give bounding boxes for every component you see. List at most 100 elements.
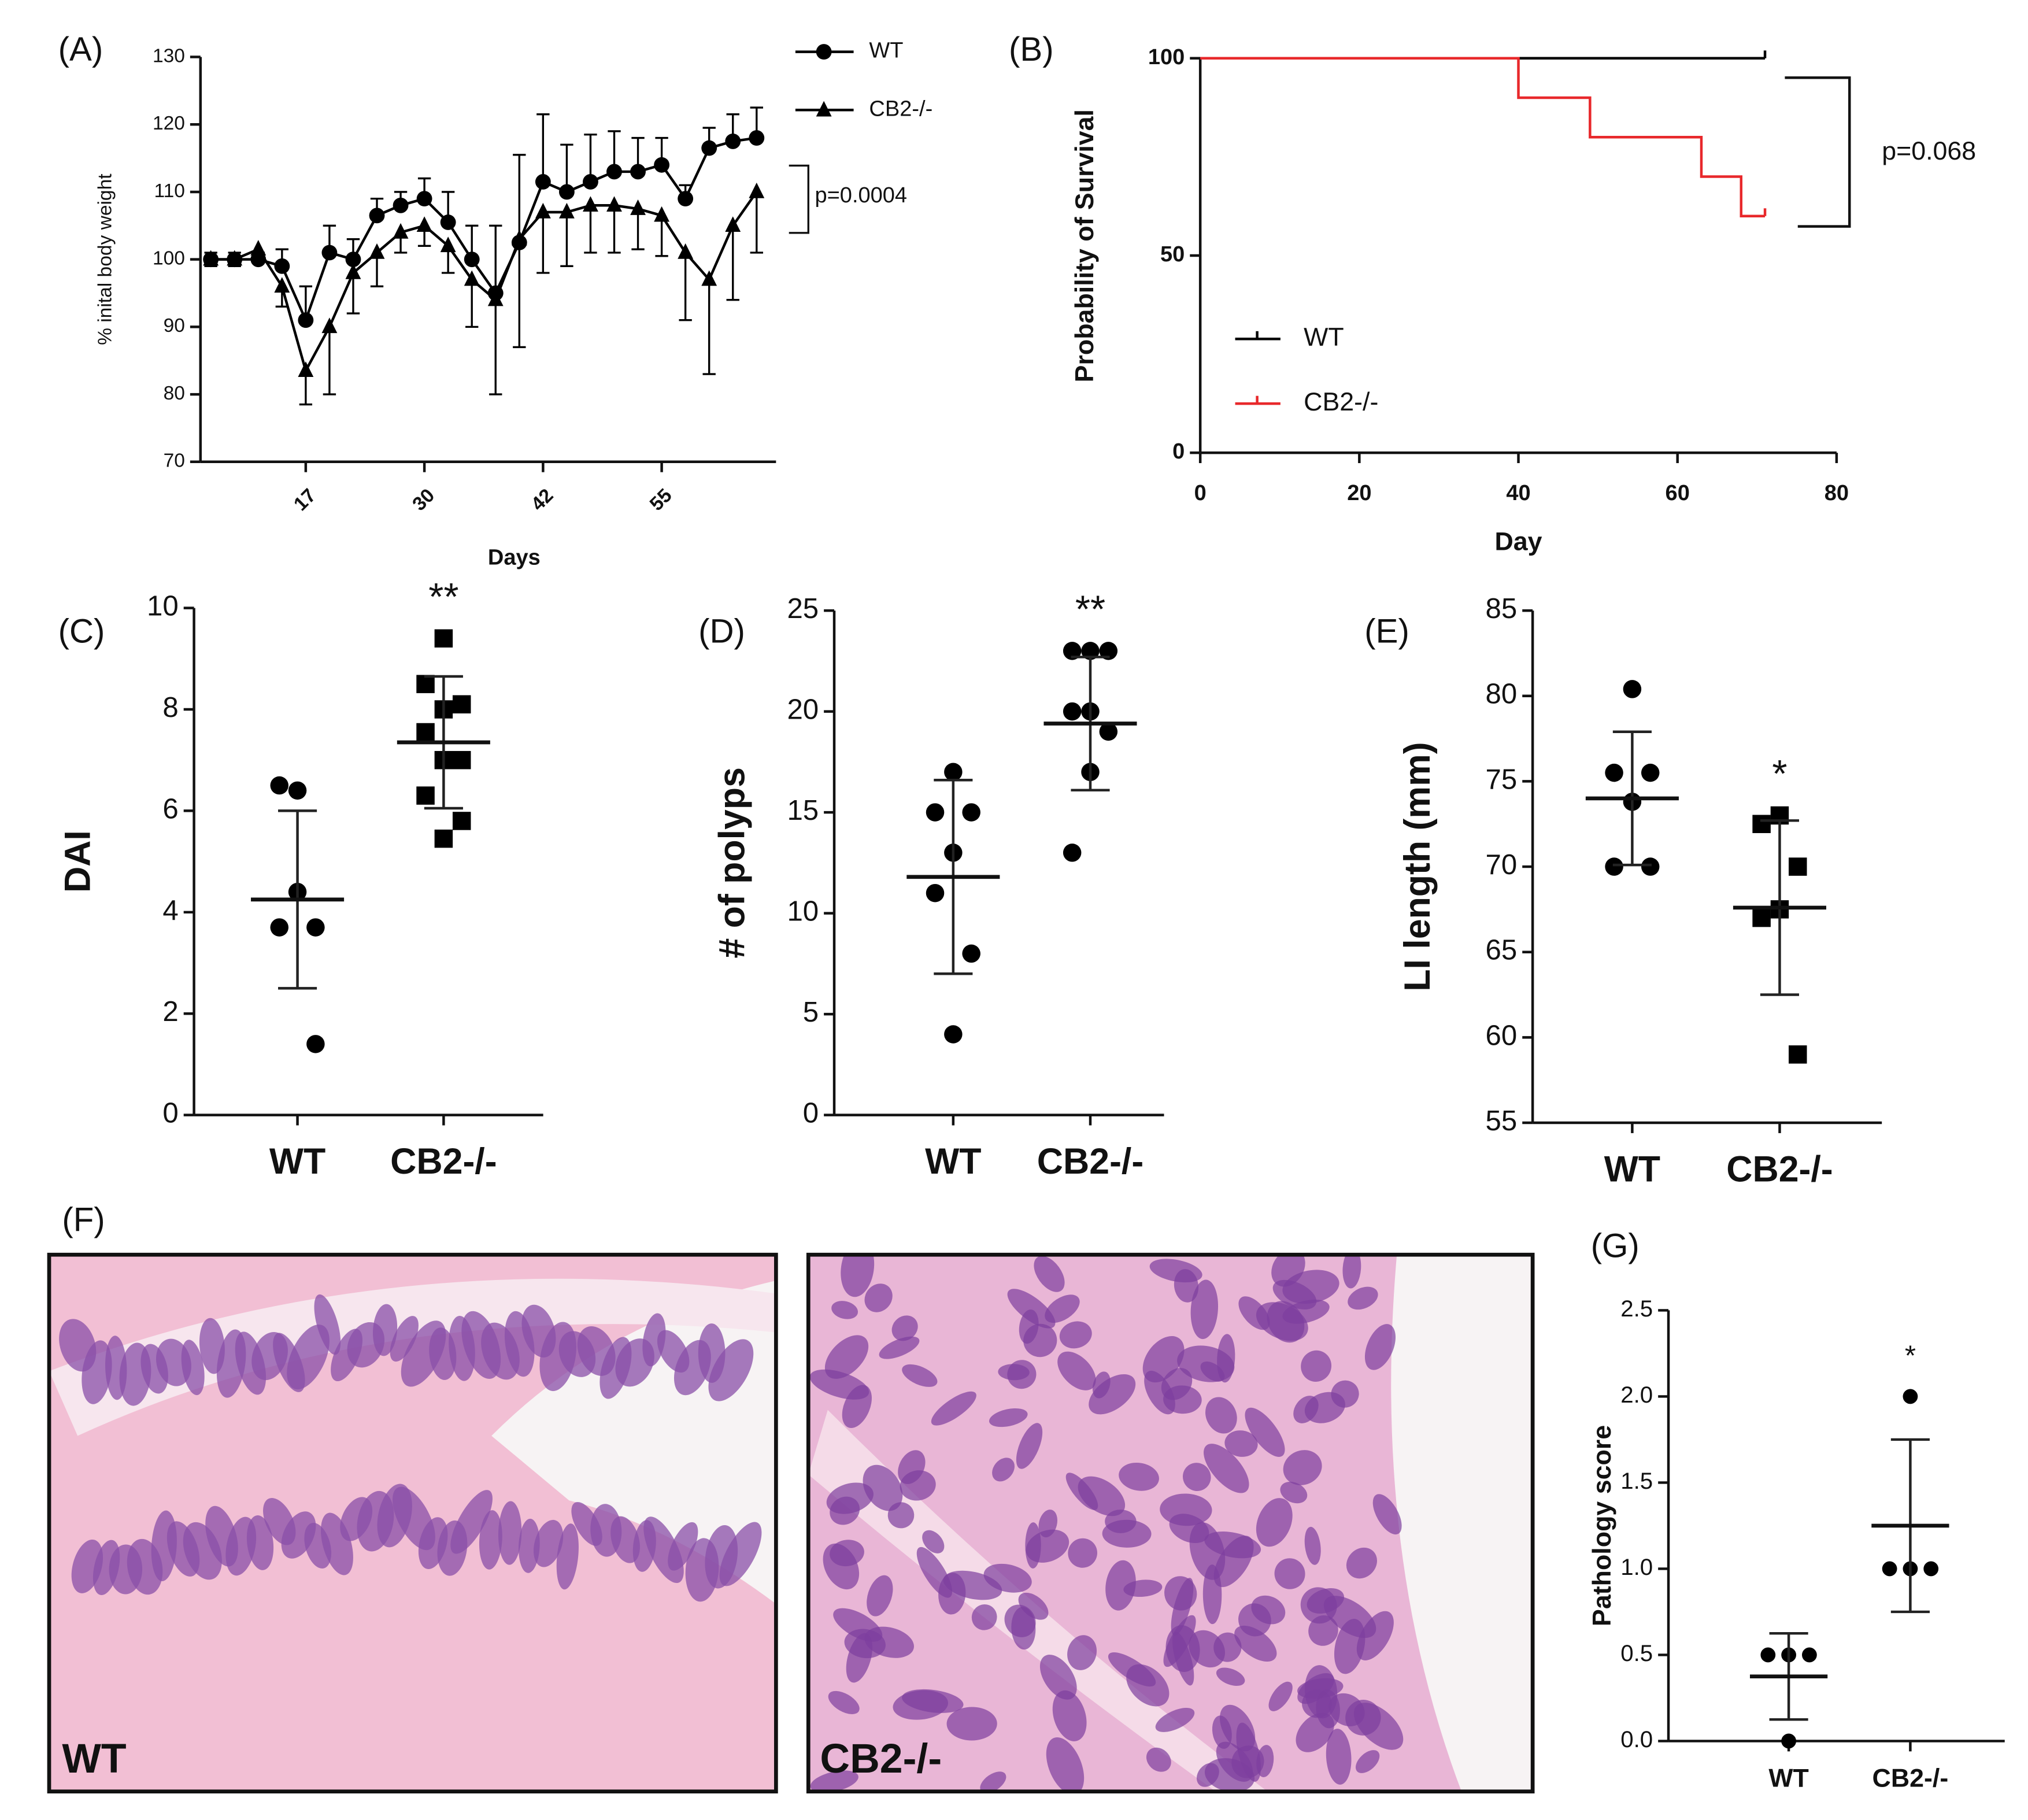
annotation: p=0.068 xyxy=(1882,136,1976,165)
y-axis-label: % inital body weight xyxy=(94,173,116,345)
error-bar xyxy=(750,191,763,254)
point xyxy=(1623,680,1642,698)
point xyxy=(654,157,670,173)
point xyxy=(416,216,432,232)
x-tick-label: CB2-/- xyxy=(1872,1763,1949,1792)
y-tick-label: 1.5 xyxy=(1620,1468,1653,1494)
crypt xyxy=(498,1501,522,1565)
gland xyxy=(1234,1625,1277,1662)
gland xyxy=(809,1369,869,1400)
gland xyxy=(1353,1703,1404,1750)
point xyxy=(274,277,290,293)
x-axis-label: Days xyxy=(488,546,541,570)
crypt xyxy=(181,1340,205,1396)
error-bar xyxy=(346,273,360,315)
error-bar xyxy=(726,225,739,301)
muscle xyxy=(49,1278,776,1436)
image-frame xyxy=(47,1252,778,1794)
y-tick-label: 65 xyxy=(1486,934,1518,966)
point xyxy=(416,191,432,207)
crypt xyxy=(287,1325,330,1390)
gland xyxy=(1213,1536,1254,1588)
gland xyxy=(1204,1444,1249,1493)
gland xyxy=(1174,1269,1199,1303)
point xyxy=(464,270,480,286)
point xyxy=(926,883,945,902)
gland xyxy=(1078,1476,1126,1516)
x-tick-label: 17 xyxy=(290,484,320,515)
gland xyxy=(1126,1664,1170,1707)
crypt xyxy=(479,1510,502,1570)
gland xyxy=(864,1283,893,1312)
y-tick-label: 10 xyxy=(147,590,179,622)
point xyxy=(535,174,551,190)
error-bar xyxy=(489,299,502,395)
error-bar xyxy=(513,154,526,243)
legend-marker xyxy=(816,101,832,117)
gland xyxy=(846,1633,873,1683)
point xyxy=(583,196,598,212)
point xyxy=(1752,908,1771,927)
panel-label: (C) xyxy=(58,613,105,650)
panel-label: (D) xyxy=(698,613,745,650)
gland xyxy=(1025,1522,1041,1569)
crypt xyxy=(610,1516,640,1563)
point xyxy=(440,214,456,230)
panel-label: (A) xyxy=(58,31,103,68)
x-tick-label: 30 xyxy=(409,484,439,515)
gland xyxy=(1293,1396,1319,1423)
y-axis-label: DAI xyxy=(57,830,98,893)
gland xyxy=(863,1464,903,1511)
y-tick-label: 100 xyxy=(1148,45,1185,69)
gland xyxy=(831,1301,858,1319)
point xyxy=(452,812,471,830)
gland xyxy=(922,1530,945,1553)
point xyxy=(535,202,551,219)
crypt xyxy=(519,1518,540,1573)
gland xyxy=(1280,1481,1308,1504)
point xyxy=(1760,1647,1776,1663)
y-axis-label: # of polyps xyxy=(712,767,752,959)
y-tick-label: 0 xyxy=(803,1097,819,1129)
gland xyxy=(1059,1321,1092,1349)
y-tick-label: 6 xyxy=(162,793,178,824)
gland xyxy=(1304,1526,1321,1565)
x-tick-label: WT xyxy=(925,1141,981,1182)
gland xyxy=(1016,1423,1043,1469)
point xyxy=(701,270,717,286)
gland xyxy=(1067,1635,1097,1670)
panel-label: (B) xyxy=(1009,31,1054,68)
legend-label: CB2-/- xyxy=(1304,387,1378,416)
gland xyxy=(1018,1592,1049,1620)
y-tick-label: 50 xyxy=(1160,242,1185,267)
legend-marker xyxy=(816,44,832,60)
error-bar xyxy=(584,134,597,182)
legend-label: CB2-/- xyxy=(869,97,932,121)
gland xyxy=(1163,1615,1196,1667)
point xyxy=(452,750,471,770)
point xyxy=(393,223,409,239)
tissue xyxy=(49,1278,776,1604)
gland xyxy=(1045,1294,1080,1323)
error-bar xyxy=(323,327,336,395)
y-tick-label: 20 xyxy=(787,694,819,726)
point xyxy=(606,196,622,212)
point xyxy=(1605,763,1623,782)
gland xyxy=(1348,1286,1378,1310)
point xyxy=(1789,1045,1807,1064)
gland xyxy=(902,1689,964,1713)
gland xyxy=(1057,1351,1096,1390)
gland xyxy=(1102,1519,1152,1548)
point xyxy=(654,206,670,222)
gland xyxy=(826,1482,874,1514)
error-bar xyxy=(702,279,716,375)
gland xyxy=(1238,1296,1270,1330)
point xyxy=(1099,722,1118,741)
gland xyxy=(1105,1560,1136,1611)
gland xyxy=(1007,1289,1056,1329)
x-tick-label: 20 xyxy=(1347,481,1371,505)
point xyxy=(416,786,435,805)
gland xyxy=(1326,1729,1352,1785)
gland xyxy=(867,1575,893,1616)
survival-curve xyxy=(1200,57,1766,217)
